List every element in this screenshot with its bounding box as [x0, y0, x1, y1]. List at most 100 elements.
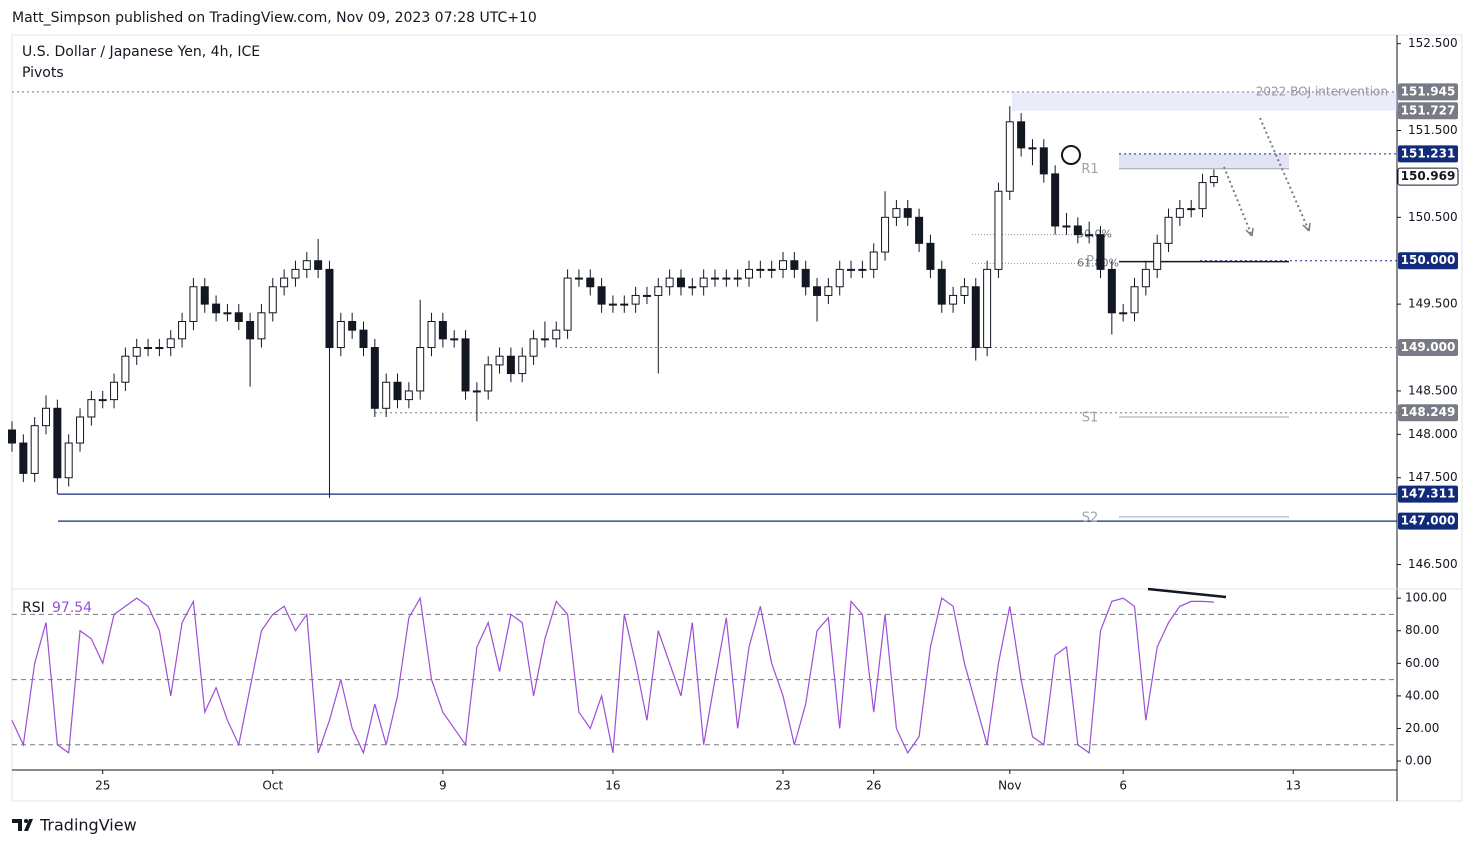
candle-body [359, 329, 368, 349]
candle-body [676, 277, 685, 288]
x-tick-label: 13 [1286, 779, 1301, 793]
candle-body [699, 277, 708, 288]
candle-body [212, 303, 221, 314]
price-badge-label: 150.000 [1401, 253, 1456, 267]
y-tick-label: 40.00 [1405, 688, 1439, 702]
price-badge-label: 151.727 [1401, 103, 1456, 117]
candle-body [472, 390, 481, 393]
candle-body [926, 242, 935, 270]
y-tick-label: 148.000 [1408, 427, 1458, 441]
boj-zone [1012, 91, 1397, 111]
candle-body [132, 347, 141, 357]
fib-label: 50.0% [1077, 228, 1112, 241]
candle-body [110, 381, 119, 401]
candle-body [563, 277, 572, 331]
symbol-title: U.S. Dollar / Japanese Yen, 4h, ICE [22, 44, 260, 60]
price-badge-label: 148.249 [1401, 405, 1456, 419]
brand-logo [12, 819, 33, 831]
price-badge-label: 147.311 [1401, 487, 1456, 501]
candle-body [960, 286, 969, 296]
y-tick-label: 152.500 [1408, 36, 1458, 50]
candle-body [552, 329, 561, 340]
price-badge [1397, 167, 1459, 186]
rsi-line [11, 596, 1214, 755]
candle-body [756, 268, 765, 271]
candle-body [1039, 147, 1048, 175]
price-badge-label: 147.000 [1401, 514, 1456, 528]
candle-body [178, 320, 187, 340]
x-tick-label: 23 [775, 779, 790, 793]
r1-zone [1119, 153, 1289, 169]
y-tick-label: 100.00 [1405, 591, 1447, 605]
x-tick-label: 6 [1119, 779, 1127, 793]
x-tick-label: 16 [605, 779, 620, 793]
candle-body [200, 286, 209, 305]
candle-body [767, 268, 776, 271]
candle-body [892, 208, 901, 218]
candle-body [1028, 147, 1037, 150]
candle-body [336, 320, 345, 349]
price-badge [1398, 485, 1458, 503]
y-tick-label: 147.500 [1408, 470, 1458, 484]
annotation-circle [1061, 145, 1081, 165]
chart-frame [11, 34, 1463, 802]
candle-body [1107, 268, 1116, 314]
price-badge-label: 150.969 [1401, 169, 1456, 183]
candle-body [779, 260, 788, 270]
indicator-name: Pivots [22, 65, 64, 81]
annotation-arrow [1259, 117, 1310, 232]
candle-body [87, 399, 96, 418]
rsi-last-value: 97.54 [52, 600, 92, 616]
candle-body [1062, 225, 1071, 228]
candle-body [1005, 121, 1014, 192]
candle-body [1119, 312, 1128, 315]
candle-body [540, 338, 549, 341]
candle-body [983, 268, 992, 349]
candle-body [813, 286, 822, 296]
brand-name: TradingView [39, 816, 137, 835]
candle-body [223, 312, 232, 315]
candle-body [518, 355, 527, 375]
x-tick-label: 9 [439, 779, 447, 793]
candle-body [915, 216, 924, 244]
candle-body [586, 277, 595, 288]
price-badge [1398, 83, 1458, 101]
candle-body [155, 347, 164, 350]
candle-body [688, 286, 697, 289]
candle-body [1073, 225, 1082, 236]
candle-body [64, 442, 73, 479]
y-tick-label: 146.500 [1408, 557, 1458, 571]
candle-body [506, 355, 515, 375]
price-badge [1398, 145, 1458, 163]
candle-body [314, 260, 323, 270]
price-badge [1398, 102, 1458, 120]
candle-body [574, 277, 583, 280]
candle-body [733, 277, 742, 280]
candle-body [790, 260, 799, 270]
publisher: Matt_Simpson published on TradingView.co… [12, 10, 537, 26]
candle-body [234, 312, 243, 322]
candle-body [42, 407, 51, 427]
candle-body [745, 268, 754, 279]
candle-body [404, 390, 413, 401]
candle-body [53, 407, 62, 479]
pivot-label: R1 [1081, 162, 1098, 177]
candle-body [382, 381, 391, 409]
price-badge [1398, 404, 1458, 422]
x-tick-label: 26 [866, 779, 881, 793]
price-badge [1398, 252, 1458, 270]
rsi-trendline [1147, 587, 1227, 599]
candle-body [620, 303, 629, 306]
candle-body [246, 320, 255, 340]
candle-body [529, 338, 538, 357]
candle-body [1164, 216, 1173, 244]
candle-body [1187, 208, 1196, 211]
candle-body [189, 286, 198, 322]
y-tick-label: 0.00 [1405, 754, 1432, 768]
candle-body [76, 416, 85, 444]
price-badge [1398, 512, 1458, 530]
candle-body [1153, 242, 1162, 270]
candle-body [427, 320, 436, 349]
candle-body [450, 338, 459, 341]
price-badge-label: 151.231 [1401, 146, 1456, 160]
